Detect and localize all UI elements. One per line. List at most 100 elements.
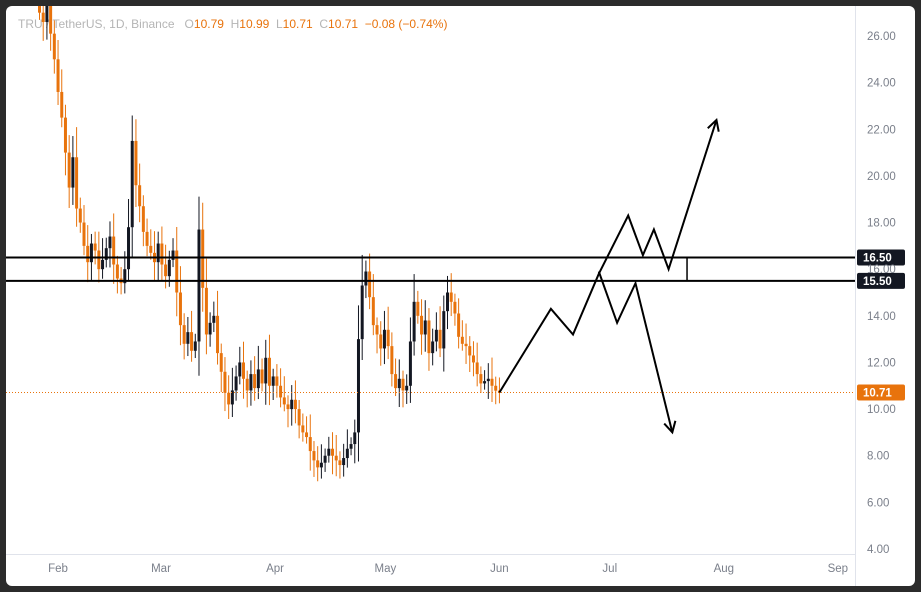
projection-down-arrowhead: [663, 420, 677, 435]
candle-body: [38, 6, 41, 13]
candle-body: [223, 371, 227, 393]
candle-body: [471, 355, 475, 363]
candle-body: [460, 336, 464, 344]
candle-body: [490, 378, 494, 386]
candle-body: [412, 301, 416, 342]
candle-body: [201, 229, 205, 288]
candle-body: [338, 460, 342, 466]
candle-body: [301, 425, 305, 433]
candle-body: [282, 397, 286, 405]
candle-body: [89, 243, 93, 263]
candle-body: [82, 222, 86, 246]
level-tag: [857, 272, 905, 289]
chart-panel: TRU / TetherUS, 1D, Binance O10.79 H10.9…: [6, 6, 915, 586]
open-value: 10.79: [193, 17, 224, 31]
candle-body: [312, 451, 316, 461]
candle-body: [249, 374, 253, 391]
candle-body: [104, 248, 108, 260]
candle-body: [60, 91, 64, 118]
price-tick-label: 24.00: [867, 78, 896, 90]
candle-body: [167, 259, 171, 277]
candle-body: [420, 315, 424, 335]
candle-body: [63, 117, 67, 153]
candle-body: [178, 292, 182, 326]
candle-body: [212, 315, 216, 323]
candle-body: [494, 385, 498, 391]
candle-body: [446, 292, 450, 312]
candle-body: [130, 140, 134, 228]
candle-body: [356, 339, 360, 433]
price-tick-label: 20.00: [867, 171, 896, 183]
candle-body: [134, 140, 138, 186]
candle-body: [78, 208, 82, 223]
candle-body: [267, 357, 271, 386]
candle-body: [434, 329, 438, 342]
candle-body: [379, 334, 383, 349]
candle-body: [190, 332, 194, 351]
candle-body: [86, 245, 90, 263]
candle-body: [164, 264, 168, 277]
candle-body: [442, 311, 446, 349]
candle-body: [141, 206, 145, 232]
candle-body: [204, 287, 208, 335]
low-label: L: [275, 17, 283, 31]
projection-down-path: [597, 271, 674, 433]
projection-up-arrowhead: [707, 117, 720, 132]
candle-body: [319, 462, 323, 468]
candle-body: [71, 157, 75, 188]
candle-body: [438, 329, 442, 349]
candle-body: [279, 385, 283, 398]
candle-body: [52, 33, 56, 60]
candle-body: [45, 6, 49, 23]
time-tick-label: Feb: [48, 563, 68, 575]
candle-body: [286, 404, 290, 410]
close-label: C: [319, 17, 329, 31]
high-label: H: [230, 17, 240, 31]
candle-body: [67, 152, 71, 188]
candle-body: [101, 259, 105, 270]
time-tick-label: Apr: [266, 563, 284, 575]
level-tag: [857, 249, 905, 266]
candle-body: [182, 325, 186, 344]
low-value: 10.71: [282, 17, 313, 31]
candle-body: [305, 432, 309, 438]
candle-body: [56, 59, 60, 92]
candle-body: [323, 455, 327, 463]
candle-body: [397, 378, 401, 389]
candle-body: [308, 437, 312, 452]
candle-body: [316, 460, 320, 468]
candle-body: [219, 353, 223, 372]
time-axis[interactable]: Feb Mar Apr May Jun Jul Aug Sep: [6, 554, 855, 576]
close-value: 10.71: [328, 17, 359, 31]
level-tag-label: 16.50: [863, 253, 892, 265]
price-tick-label: 16.00: [867, 264, 896, 276]
candle-body: [401, 378, 405, 391]
time-tick-label: Jul: [602, 563, 617, 575]
candle-body: [390, 346, 394, 375]
candle-body: [479, 374, 483, 384]
candle-body: [256, 369, 260, 389]
candle-body: [208, 322, 212, 335]
candle-body: [49, 6, 53, 34]
candle-body: [457, 313, 461, 337]
candle-body: [186, 332, 190, 344]
candlestick-chart[interactable]: 16.50 15.50 10.71 26.00 24.00 22.00 20.00 18.0…: [6, 6, 915, 586]
symbol-name[interactable]: TRU: [18, 17, 43, 31]
candle-body: [293, 399, 297, 410]
level-tag-label: 15.50: [863, 276, 892, 288]
candle-body: [453, 301, 457, 314]
price-axis[interactable]: 26.00 24.00 22.00 20.00 18.00 16.00 14.00 12.00…: [855, 6, 896, 586]
candle-body: [468, 346, 472, 356]
candle-body: [271, 376, 275, 386]
candle-body: [483, 381, 487, 384]
candle-body: [386, 329, 390, 347]
price-tick-label: 4.00: [867, 544, 889, 556]
candle-body: [345, 448, 349, 459]
open-label: O: [184, 17, 194, 31]
candle-body: [405, 385, 409, 391]
levels-layer: 16.50 15.50 10.71: [6, 249, 905, 401]
candle-body: [427, 320, 431, 354]
candle-body: [238, 362, 242, 377]
projection-layer: [498, 117, 720, 435]
candle-body: [112, 236, 116, 265]
